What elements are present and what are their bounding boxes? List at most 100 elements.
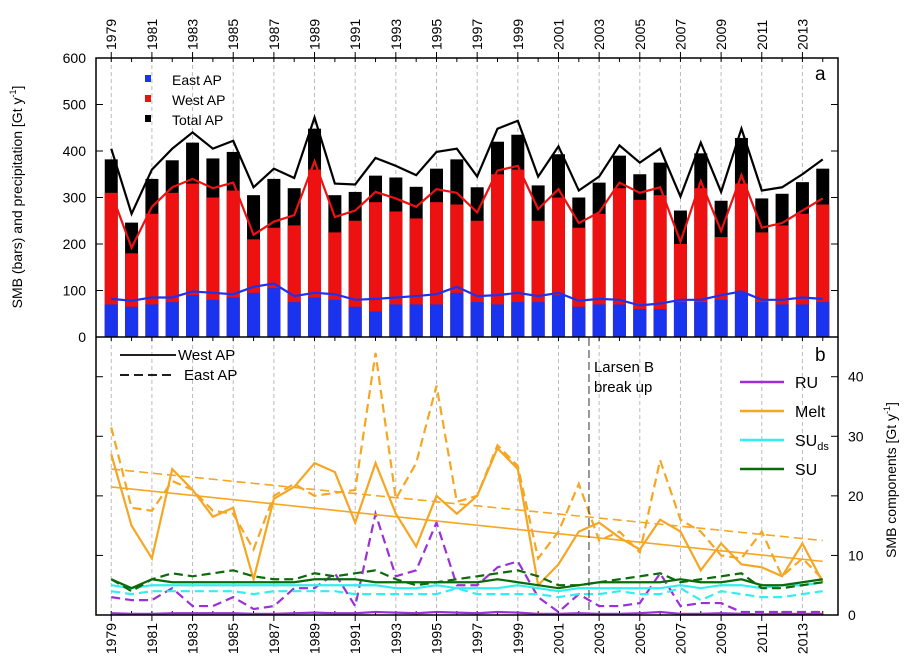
legend-name: Melt xyxy=(795,404,826,421)
label-text: SMB components [Gt y xyxy=(883,414,899,558)
bar xyxy=(287,302,301,337)
bar xyxy=(612,304,626,337)
y-tick-label: 0 xyxy=(78,329,86,345)
x-tick-label: 2007 xyxy=(672,623,688,654)
bar xyxy=(633,309,647,337)
bar xyxy=(714,299,728,337)
bar xyxy=(673,302,687,337)
precip-line xyxy=(110,158,824,251)
y2-tick-label: 30 xyxy=(848,428,864,444)
bar xyxy=(165,302,179,337)
legend-name: RU xyxy=(795,375,818,392)
series-line-west xyxy=(110,578,823,590)
trend-line xyxy=(111,486,823,563)
x-tick-label: 1995 xyxy=(429,623,445,654)
label-text: ] xyxy=(9,86,25,90)
series-line-west xyxy=(111,610,823,616)
bar xyxy=(247,292,261,337)
x-tick-label: 1979 xyxy=(103,19,119,50)
bar xyxy=(572,306,586,337)
y2-axis-label: SMB components [Gt y-1] xyxy=(882,402,899,558)
bar xyxy=(734,292,748,337)
legend-label: RU xyxy=(795,375,818,392)
y-tick-label: 300 xyxy=(63,190,87,206)
bar xyxy=(226,297,240,337)
x-tick-label: 1985 xyxy=(225,19,241,50)
bar xyxy=(755,302,769,337)
label-sup: -1 xyxy=(882,406,892,414)
x-tick-label: 2005 xyxy=(632,623,648,654)
bar xyxy=(450,292,464,337)
series-line-west xyxy=(110,446,824,588)
label-sup: -1 xyxy=(8,90,18,98)
x-tick-label: 1983 xyxy=(185,623,201,654)
bar xyxy=(104,192,118,337)
x-tick-label: 1987 xyxy=(266,19,282,50)
x-tick-label: 2001 xyxy=(550,19,566,50)
bar xyxy=(430,202,444,337)
y2-tick-label: 40 xyxy=(848,369,864,385)
bar xyxy=(125,306,139,337)
event-label: break up xyxy=(594,379,652,396)
x-tick-label: 1983 xyxy=(185,19,201,50)
y2-tick-label: 10 xyxy=(848,547,864,563)
bar xyxy=(430,304,444,337)
bar xyxy=(653,309,667,337)
bar xyxy=(795,304,809,337)
x-tick-label: 1981 xyxy=(144,19,160,50)
legend-swatch xyxy=(145,95,151,102)
bar xyxy=(816,302,830,337)
legend-name: SU xyxy=(795,433,817,450)
bar xyxy=(470,302,484,337)
bar xyxy=(328,299,342,337)
legend-label: SUds xyxy=(795,433,829,453)
x-tick-label: 1989 xyxy=(307,623,323,654)
precip-line xyxy=(110,113,824,217)
bar xyxy=(348,306,362,337)
legend-swatch xyxy=(145,115,151,122)
x-tick-label: 1995 xyxy=(429,19,445,50)
x-tick-label: 1997 xyxy=(469,19,485,50)
bar xyxy=(104,304,118,337)
x-tick-label: 2007 xyxy=(672,19,688,50)
x-tick-label: 2011 xyxy=(754,20,770,50)
legend-label: SU xyxy=(795,462,817,479)
bar xyxy=(308,169,322,337)
legend-swatch xyxy=(145,75,151,82)
legend-name: SU xyxy=(795,462,817,479)
x-tick-label: 2003 xyxy=(591,19,607,50)
x-tick-label: 2013 xyxy=(794,623,810,654)
x-tick-label: 1993 xyxy=(388,623,404,654)
x-tick-label: 1991 xyxy=(347,623,363,654)
y-tick-label: 100 xyxy=(63,283,87,299)
x-tick-label: 1993 xyxy=(388,19,404,50)
bar xyxy=(775,304,789,337)
bar xyxy=(511,169,525,337)
bar xyxy=(531,302,545,337)
bar xyxy=(186,295,200,337)
series-line-east xyxy=(111,509,823,614)
legend-sub: ds xyxy=(817,441,829,453)
bar xyxy=(409,304,423,337)
x-tick-label: 1987 xyxy=(266,623,282,654)
bar xyxy=(653,195,667,337)
bar xyxy=(592,304,606,337)
bar xyxy=(551,295,565,337)
legend-label: East AP xyxy=(172,72,222,88)
label-text: ] xyxy=(883,402,899,406)
trend-line xyxy=(111,468,823,542)
x-tick-label: 1991 xyxy=(347,19,363,50)
y-tick-label: 200 xyxy=(63,236,87,252)
x-tick-label: 1999 xyxy=(510,623,526,654)
x-tick-label: 2009 xyxy=(713,19,729,50)
bar xyxy=(511,302,525,337)
bar xyxy=(389,304,403,337)
event-label: Larsen B xyxy=(594,359,654,376)
x-tick-label: 2013 xyxy=(794,19,810,50)
x-tick-label: 2003 xyxy=(591,623,607,654)
y-axis-label: SMB (bars) and precipitation [Gt y-1] xyxy=(8,86,25,309)
x-tick-label: 1985 xyxy=(225,623,241,654)
y2-tick-label: 0 xyxy=(848,607,856,623)
x-tick-label: 2009 xyxy=(713,623,729,654)
